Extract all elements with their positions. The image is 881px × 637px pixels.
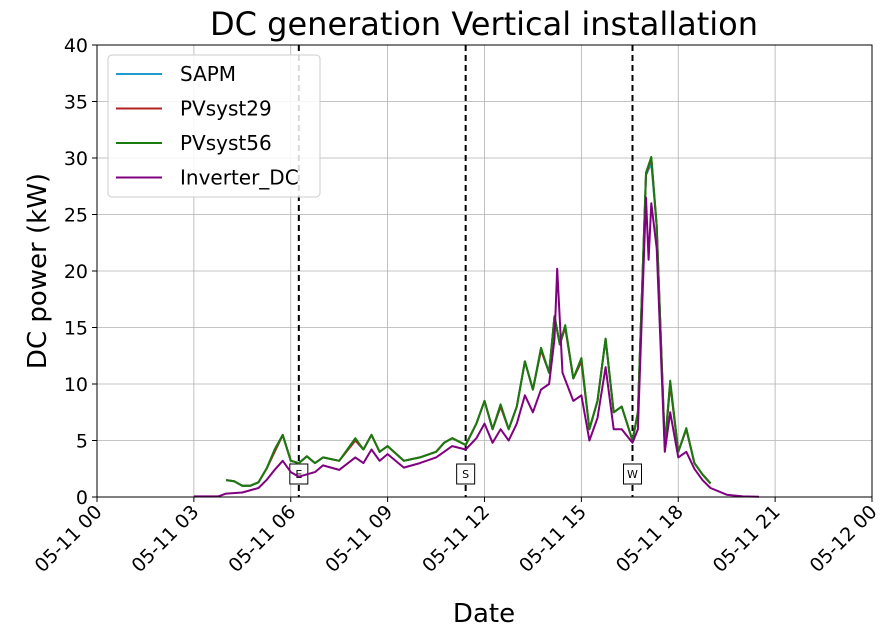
y-tick-label: 20 [64,261,88,283]
y-tick-label: 5 [76,431,88,453]
x-tick-label: 05-11 00 [31,501,107,577]
y-tick-label: 0 [76,487,88,509]
x-tick-label: 05-11 18 [612,501,688,577]
legend-frame [107,54,321,198]
legend: SAPM PVsyst29 PVsyst56 Inverter_DC [107,54,321,198]
y-axis-label: DC power (kW) [23,173,53,369]
x-tick-label: 05-11 06 [224,501,300,577]
x-axis-label: Date [453,599,515,629]
legend-label: Inverter_DC [180,166,299,190]
y-tick-label: 30 [64,148,88,170]
legend-label: PVsyst56 [180,131,272,155]
marker-label: E [295,468,302,481]
marker-label: W [627,468,638,481]
legend-label: PVsyst29 [180,97,272,121]
series-lines [193,155,760,498]
y-tick-label: 25 [64,205,88,227]
legend-label: SAPM [180,62,236,86]
marker-label: S [462,468,469,481]
y-tick-label: 15 [64,318,88,340]
y-tick-label: 40 [64,35,88,57]
series-line-inverter-dc [193,196,760,498]
marker-box [623,463,643,485]
x-tick-label: 05-11 12 [418,501,494,577]
x-tick-label: 05-11 09 [321,501,397,577]
x-tick-label: 05-11 03 [127,501,203,577]
x-tick-label: 05-11 21 [709,501,785,577]
chart-title: DC generation Vertical installation [210,5,758,43]
x-tick-label: 05-12 00 [806,501,881,577]
marker-box [456,463,476,485]
y-tick-label: 35 [64,92,88,114]
x-tick-label: 05-11 15 [515,501,591,577]
y-tick-label: 10 [64,374,88,396]
